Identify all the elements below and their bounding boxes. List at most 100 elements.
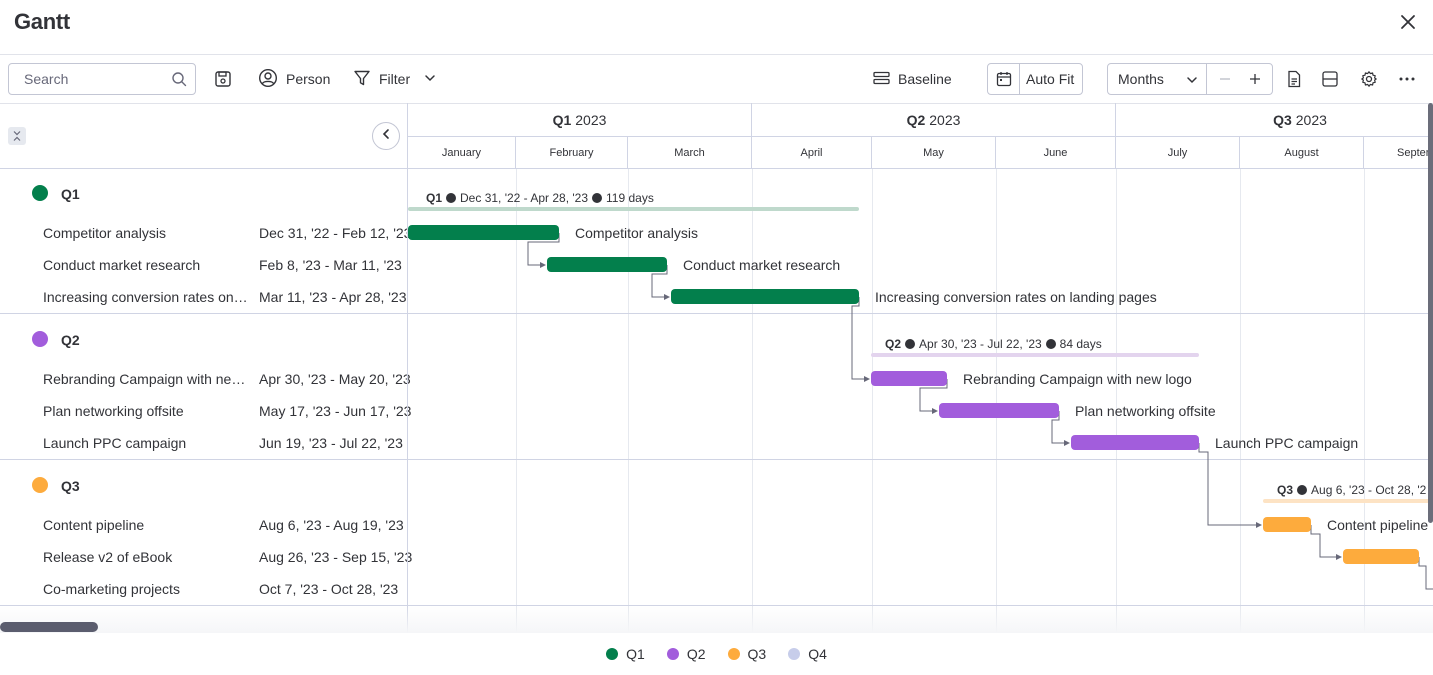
person-filter-button[interactable]: Person [258,63,330,95]
task-name[interactable]: Content pipeline [43,517,145,533]
month-header: January [408,136,516,168]
task-bar[interactable] [671,289,859,304]
search-box[interactable] [8,63,196,95]
save-icon[interactable] [213,69,233,89]
task-bar[interactable] [408,225,559,240]
divider [0,103,1433,104]
summary-range: Apr 30, '23 - Jul 22, '23 [919,337,1042,351]
task-dates[interactable]: Oct 7, '23 - Oct 28, '23 [259,581,399,597]
task-dates[interactable]: Dec 31, '22 - Feb 12, '23 [259,225,412,241]
task-name[interactable]: Increasing conversion rates on l... [43,289,249,305]
task-name[interactable]: Co-marketing projects [43,581,180,597]
month-header: March [628,136,752,168]
month-header: Septen [1364,136,1433,168]
settings-icon[interactable] [1359,69,1379,89]
group-color-dot[interactable] [32,185,48,201]
task-dates[interactable]: Apr 30, '23 - May 20, '23 [259,371,411,387]
task-name[interactable]: Competitor analysis [43,225,166,241]
task-name[interactable]: Conduct market research [43,257,201,273]
quarter-name: Q1 [552,111,572,128]
group-title[interactable]: Q3 [61,478,80,494]
more-icon[interactable] [1397,69,1417,89]
grid-line [1364,169,1365,633]
quarter-name: Q2 [906,111,926,128]
task-dates[interactable]: May 17, '23 - Jun 17, '23 [259,403,412,419]
task-name[interactable]: Plan networking offsite [43,403,184,419]
search-input[interactable] [24,71,164,87]
legend-item: Q2 [666,646,706,662]
export-icon[interactable] [1284,69,1304,89]
layout-icon[interactable] [1320,69,1340,89]
task-bar-label: Rebranding Campaign with new logo [963,371,1192,387]
task-bar-label: Launch PPC campaign [1215,435,1359,451]
task-bar[interactable] [1071,435,1199,450]
task-name[interactable]: Release v2 of eBook [43,549,173,565]
task-dates[interactable]: Mar 11, '23 - Apr 28, '23 [259,289,407,305]
zoom-in-icon[interactable] [1248,72,1262,91]
group-summary: Q1 Dec 31, '22 - Apr 28, '23 119 days [426,191,654,205]
dot-icon [1045,339,1056,349]
grid-line [1240,169,1241,633]
summary-days: 119 days [606,191,654,205]
group-summary-bar[interactable] [871,353,1199,357]
grid-line [996,169,997,633]
group-color-dot[interactable] [32,331,48,347]
calendar-icon [988,64,1020,94]
task-bar[interactable] [1343,549,1419,564]
search-icon[interactable] [171,71,187,92]
summary-name: Q2 [885,337,902,351]
horizontal-scrollbar[interactable] [0,622,98,632]
filter-button[interactable]: Filter [353,63,436,95]
task-bar[interactable] [871,371,947,386]
summary-range: Aug 6, '23 - Oct 28, '2 [1311,483,1427,497]
group-summary-bar[interactable] [408,207,859,211]
task-bar[interactable] [1263,517,1311,532]
task-bar[interactable] [547,257,667,272]
baseline-button[interactable]: Baseline [873,63,952,95]
collapse-panel-button[interactable] [372,122,400,150]
month-header: May [872,136,996,168]
task-dates[interactable]: Jun 19, '23 - Jul 22, '23 [259,435,403,451]
task-name[interactable]: Rebranding Campaign with new ... [43,371,249,387]
auto-fit-button[interactable]: Auto Fit [987,63,1083,95]
legend-label: Q4 [808,646,827,662]
legend-dot [666,648,679,660]
zoom-controls: Months [1107,63,1273,95]
group-title[interactable]: Q2 [61,332,80,348]
summary-days: 84 days [1059,337,1102,351]
zoom-out-icon[interactable] [1218,72,1232,91]
summary-name: Q3 [1277,483,1294,497]
group-summary-bar[interactable] [1263,499,1433,503]
person-icon [258,68,278,91]
dot-icon [446,193,457,203]
divider [408,168,1433,169]
divider [0,605,407,606]
divider [408,313,1433,314]
month-header: April [752,136,872,168]
month-header: July [1116,136,1240,168]
legend-label: Q1 [626,646,645,662]
collapse-all-icon[interactable] [8,127,26,145]
gantt-timeline[interactable]: Q1 2023 Q2 2023 Q3 2023 January February Ma… [408,103,1433,633]
group-title[interactable]: Q1 [61,186,80,202]
task-dates[interactable]: Aug 6, '23 - Aug 19, '23 [259,517,404,533]
quarter-year: 2023 [929,111,961,128]
close-icon[interactable] [1396,10,1420,34]
month-header: August [1240,136,1364,168]
task-bar-label: Conduct market research [683,257,841,273]
task-bar[interactable] [939,403,1059,418]
task-bar-label: Content pipeline [1327,517,1429,533]
task-dates[interactable]: Feb 8, '23 - Mar 11, '23 [259,257,402,273]
group-summary: Q3 Aug 6, '23 - Oct 28, '2 [1277,483,1426,497]
grid-line [872,169,873,633]
task-name[interactable]: Launch PPC campaign [43,435,187,451]
divider [408,459,1433,460]
scale-select[interactable]: Months [1108,64,1207,94]
vertical-scrollbar[interactable] [1428,103,1433,523]
task-dates[interactable]: Aug 26, '23 - Sep 15, '23 [259,549,413,565]
legend: Q1 Q2 Q3 Q4 [0,633,1433,675]
filter-label: Filter [379,71,411,87]
group-color-dot[interactable] [32,477,48,493]
legend-item: Q4 [788,646,827,662]
panel-divider[interactable] [407,103,408,633]
